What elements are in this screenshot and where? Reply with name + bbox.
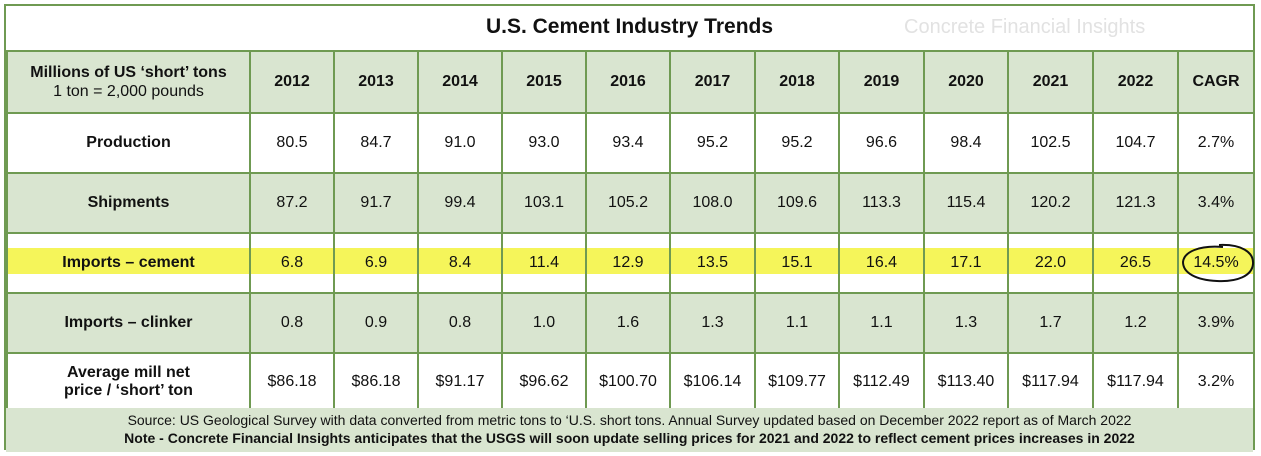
row-label: Average mill net price / ‘short’ ton [6, 352, 251, 412]
year-header: 2018 [754, 50, 840, 114]
table-cell: 0.8 [417, 292, 503, 354]
table-cell: $117.94 [1092, 352, 1179, 412]
table-row: Production 80.5 84.7 91.0 93.0 93.4 95.2… [6, 112, 1255, 174]
year-header: 2020 [923, 50, 1009, 114]
table-cell: 12.9 [585, 232, 671, 294]
cagr-cell: 3.9% [1177, 292, 1255, 354]
table-cell: 109.6 [754, 172, 840, 234]
table-cell: 1.3 [669, 292, 756, 354]
year-header: 2016 [585, 50, 671, 114]
table-cell: $86.18 [333, 352, 419, 412]
year-header: 2021 [1007, 50, 1094, 114]
table-cell: 16.4 [838, 232, 925, 294]
table-cell: 6.9 [333, 232, 419, 294]
data-table: Millions of US ‘short’ tons 1 ton = 2,00… [6, 50, 1255, 412]
table-cell: 1.3 [923, 292, 1009, 354]
table-cell: 93.0 [501, 112, 587, 174]
table-cell: 1.1 [754, 292, 840, 354]
table-cell: 91.7 [333, 172, 419, 234]
header-row: Millions of US ‘short’ tons 1 ton = 2,00… [6, 50, 1255, 114]
table-cell: $109.77 [754, 352, 840, 412]
table-cell: 108.0 [669, 172, 756, 234]
table-cell: $96.62 [501, 352, 587, 412]
source-note: Source: US Geological Survey with data c… [127, 412, 1132, 428]
table-cell: 121.3 [1092, 172, 1179, 234]
table-cell: $106.14 [669, 352, 756, 412]
header-label-line2: 1 ton = 2,000 pounds [53, 83, 204, 100]
row-label: Imports – clinker [6, 292, 251, 354]
table-title: U.S. Cement Industry Trends [485, 15, 774, 38]
year-header: 2022 [1092, 50, 1179, 114]
table-cell: 17.1 [923, 232, 1009, 294]
table-cell: 115.4 [923, 172, 1009, 234]
table-cell: 6.8 [249, 232, 335, 294]
cagr-value: 14.5% [1193, 254, 1239, 271]
table-cell: $117.94 [1007, 352, 1094, 412]
forecast-note: Note - Concrete Financial Insights antic… [124, 430, 1135, 446]
table-cell: 15.1 [754, 232, 840, 294]
row-label: Shipments [6, 172, 251, 234]
table-row: Average mill net price / ‘short’ ton $86… [6, 352, 1255, 412]
table-cell: 1.0 [501, 292, 587, 354]
table-cell: 80.5 [249, 112, 335, 174]
watermark: Concrete Financial Insights [904, 16, 1146, 38]
table-cell: $91.17 [417, 352, 503, 412]
year-header: 2013 [333, 50, 419, 114]
row-label-line1: Average mill net [66, 364, 190, 381]
table-cell: $86.18 [249, 352, 335, 412]
year-header: 2012 [249, 50, 335, 114]
year-header: 2014 [417, 50, 503, 114]
table-cell: 102.5 [1007, 112, 1094, 174]
table-cell: 87.2 [249, 172, 335, 234]
table-cell: 120.2 [1007, 172, 1094, 234]
table-cell: 8.4 [417, 232, 503, 294]
table-cell: 93.4 [585, 112, 671, 174]
year-header: 2015 [501, 50, 587, 114]
table-cell: 103.1 [501, 172, 587, 234]
table-cell: 84.7 [333, 112, 419, 174]
year-header: 2017 [669, 50, 756, 114]
table-cell: 11.4 [501, 232, 587, 294]
table-cell: $112.49 [838, 352, 925, 412]
row-label-line2: price / ‘short’ ton [64, 382, 193, 399]
highlighted-row: Imports – cement 6.8 6.9 8.4 11.4 12.9 1… [6, 232, 1255, 294]
table-cell: 0.8 [249, 292, 335, 354]
header-label-line1: Millions of US ‘short’ tons [30, 64, 227, 81]
table-cell: 96.6 [838, 112, 925, 174]
table-row: Shipments 87.2 91.7 99.4 103.1 105.2 108… [6, 172, 1255, 234]
table-cell: 113.3 [838, 172, 925, 234]
table-cell: 105.2 [585, 172, 671, 234]
table-cell: 22.0 [1007, 232, 1094, 294]
table-cell: $100.70 [585, 352, 671, 412]
table-cell: 1.7 [1007, 292, 1094, 354]
cagr-cell-circled: 14.5% [1177, 232, 1255, 294]
table-cell: 95.2 [669, 112, 756, 174]
table-cell: 1.6 [585, 292, 671, 354]
table-cell: 1.1 [838, 292, 925, 354]
table-cell: $113.40 [923, 352, 1009, 412]
table-cell: 99.4 [417, 172, 503, 234]
table-cell: 1.2 [1092, 292, 1179, 354]
hand-drawn-circle-icon [1182, 243, 1255, 283]
table-row: Imports – clinker 0.8 0.9 0.8 1.0 1.6 1.… [6, 292, 1255, 354]
circled-value: 14.5% [1182, 243, 1255, 283]
table-frame: U.S. Cement Industry Trends Concrete Fin… [4, 4, 1255, 452]
row-label: Production [6, 112, 251, 174]
row-label: Imports – cement [6, 232, 251, 294]
cagr-header: CAGR [1177, 50, 1255, 114]
table-cell: 26.5 [1092, 232, 1179, 294]
cagr-cell: 3.4% [1177, 172, 1255, 234]
title-row: U.S. Cement Industry Trends Concrete Fin… [6, 6, 1253, 52]
cagr-cell: 2.7% [1177, 112, 1255, 174]
cagr-cell: 3.2% [1177, 352, 1255, 412]
footer-note: Source: US Geological Survey with data c… [6, 408, 1253, 452]
table-cell: 104.7 [1092, 112, 1179, 174]
header-label: Millions of US ‘short’ tons 1 ton = 2,00… [6, 50, 251, 114]
table-cell: 91.0 [417, 112, 503, 174]
table-cell: 98.4 [923, 112, 1009, 174]
table-cell: 0.9 [333, 292, 419, 354]
year-header: 2019 [838, 50, 925, 114]
table-cell: 13.5 [669, 232, 756, 294]
table-cell: 95.2 [754, 112, 840, 174]
